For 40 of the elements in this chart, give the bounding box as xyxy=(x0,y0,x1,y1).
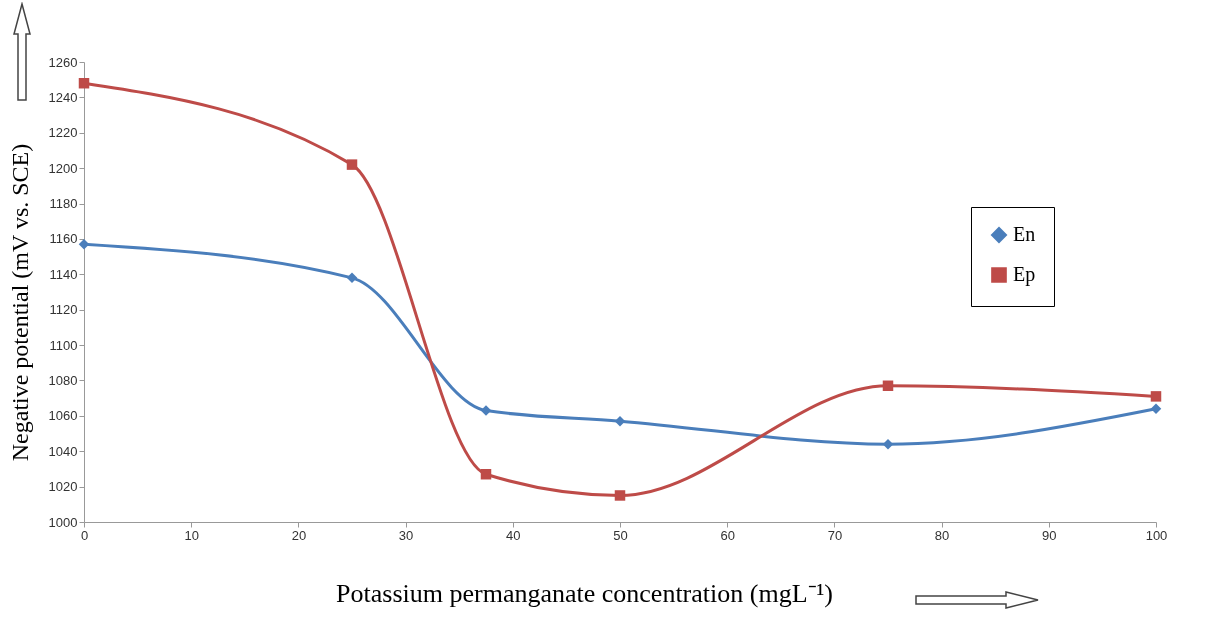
x-tick-label: 60 xyxy=(720,527,735,543)
point xyxy=(346,272,358,284)
point xyxy=(480,468,492,480)
x-tick-label: 20 xyxy=(291,527,307,543)
point xyxy=(346,159,358,170)
y-tick-label: 1020 xyxy=(48,479,78,495)
y-tick-label: 1040 xyxy=(48,443,78,459)
legend-label: En xyxy=(1013,223,1036,245)
x-tick-label: 80 xyxy=(934,527,950,543)
point xyxy=(1150,403,1162,415)
point xyxy=(614,490,626,501)
y-tick-label: 1200 xyxy=(48,160,78,176)
x-tick-label: 30 xyxy=(398,527,414,543)
x-tick-label: 0 xyxy=(80,527,89,543)
point xyxy=(480,405,492,416)
point xyxy=(882,380,894,392)
point xyxy=(78,77,90,89)
y-tick-label: 1100 xyxy=(49,337,78,353)
y-tick-label: 1160 xyxy=(49,231,78,247)
y-tick-label: 1000 xyxy=(48,514,78,530)
legend-label: Ep xyxy=(1013,263,1036,286)
y-tick-label: 1120 xyxy=(49,302,78,318)
x-tick-label: 70 xyxy=(827,527,843,543)
x-tick-label: 40 xyxy=(506,527,521,543)
point xyxy=(614,415,626,427)
y-tick-label: 1180 xyxy=(49,196,78,212)
x-axis-title: Potassium permanganate concentration (mgL⁻¹) xyxy=(336,578,833,608)
y-tick-label: 1240 xyxy=(48,89,78,105)
x-tick-label: 100 xyxy=(1145,527,1168,543)
x-tick-label: 10 xyxy=(184,527,199,543)
y-tick-label: 1080 xyxy=(48,372,78,388)
point xyxy=(882,438,894,450)
point xyxy=(1150,391,1162,402)
y-tick-label: 1140 xyxy=(49,266,78,282)
y-tick-label: 1060 xyxy=(48,408,78,424)
x-tick-label: 50 xyxy=(613,527,628,543)
y-tick-label: 1220 xyxy=(48,125,78,141)
y-tick-label: 1260 xyxy=(48,54,78,70)
x-tick-label: 90 xyxy=(1042,527,1057,543)
y-axis-title: Negative potential (mV vs. SCE) xyxy=(6,143,33,462)
